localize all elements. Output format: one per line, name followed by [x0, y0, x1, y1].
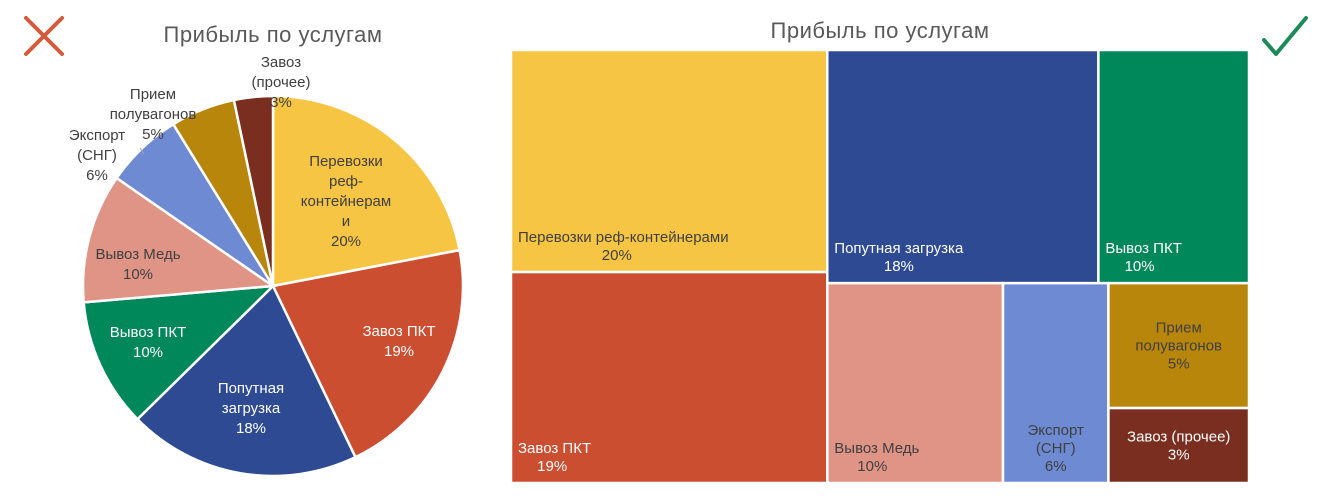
pie-data-label: Экспорт (СНГ) 6%	[69, 127, 125, 184]
treemap-tile	[509, 270, 829, 485]
pie-data-label: Перевозки реф-контейнерам и 20%	[301, 153, 391, 250]
pie-chart-title: Прибыль по услугам	[164, 22, 383, 47]
check-icon	[1262, 16, 1308, 56]
treemap-tile	[1107, 281, 1251, 410]
treemap-tile	[826, 281, 1005, 485]
leader-line	[139, 147, 145, 155]
treemap-tile	[1001, 281, 1110, 485]
pie-data-label: Попутная загрузка 18%	[218, 380, 284, 437]
treemap-data-label: Экспорт (СНГ) 6%	[1028, 422, 1084, 475]
pie-slice	[82, 284, 277, 421]
pie-data-label: Завоз ПКТ 19%	[362, 323, 435, 360]
pie-chart: Перевозки реф-контейнерам и 20% Завоз ПКТ 19%…	[69, 54, 465, 478]
treemap-data-label: Завоз (прочее) 3%	[1127, 429, 1230, 464]
pie-slice	[81, 176, 277, 304]
pie-slice	[232, 94, 275, 287]
pie-slice	[135, 283, 358, 478]
svg-text:10%: 10%	[1125, 258, 1155, 275]
svg-text:Вывоз Медь: Вывоз Медь	[834, 440, 919, 457]
svg-text:19%: 19%	[537, 458, 567, 475]
svg-text:Завоз ПКТ: Завоз ПКТ	[518, 440, 591, 457]
svg-text:18%: 18%	[884, 258, 914, 275]
svg-text:Попутная загрузка: Попутная загрузка	[834, 240, 964, 257]
pie-data-label: Завоз (прочее) 3%	[252, 54, 311, 111]
svg-text:20%: 20%	[602, 247, 632, 264]
treemap-title: Прибыль по услугам	[771, 18, 990, 43]
svg-text:Перевозки реф-контейнерами: Перевозки реф-контейнерами	[518, 229, 729, 246]
treemap-tile	[1097, 48, 1251, 285]
cross-icon	[24, 16, 64, 56]
treemap-data-label: Прием полувагонов 5%	[1135, 320, 1222, 373]
pie-slice	[271, 94, 462, 288]
treemap-tile	[826, 48, 1100, 285]
pie-data-label: Вывоз ПКТ 10%	[110, 324, 187, 361]
pie-data-label: Вывоз Медь 10%	[95, 246, 180, 283]
treemap-tile	[1107, 406, 1251, 485]
svg-text:Вывоз ПКТ: Вывоз ПКТ	[1105, 240, 1182, 257]
pie-data-label: Прием полувагонов 5%	[110, 86, 197, 143]
svg-text:10%: 10%	[857, 458, 887, 475]
pie-slice	[271, 248, 465, 459]
